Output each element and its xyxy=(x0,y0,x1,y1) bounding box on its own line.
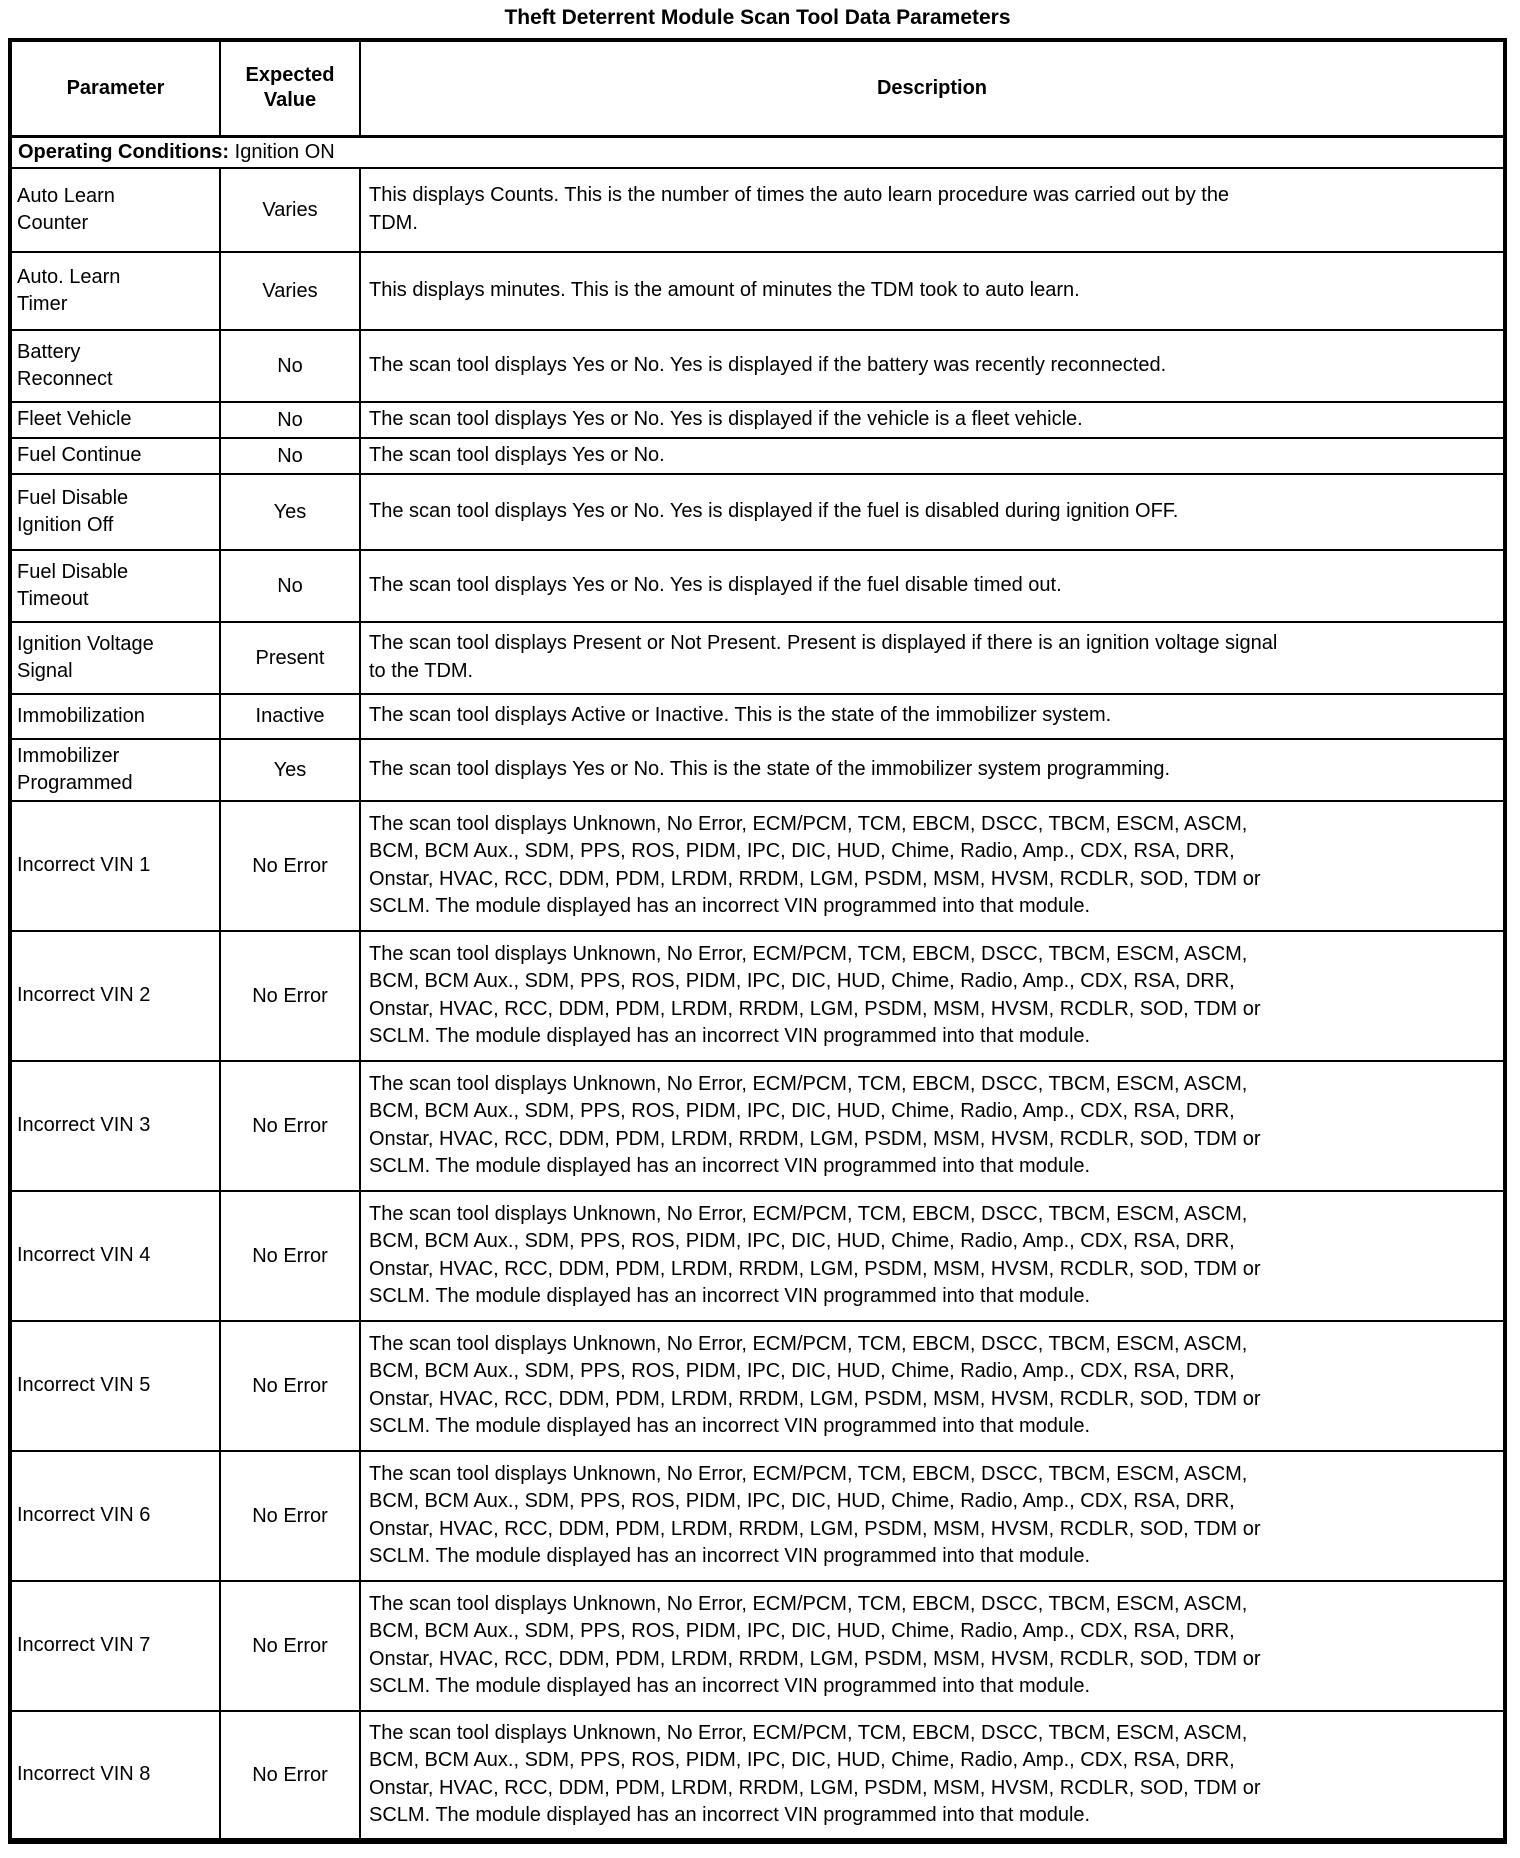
table-row: Incorrect VIN 2 No Error The scan tool dis… xyxy=(9,929,1506,1062)
table-row: Immobilization Inactive The scan tool disp… xyxy=(9,692,1506,740)
description-cell: The scan tool displays Yes or No. Yes is… xyxy=(359,328,1506,403)
description-cell: The scan tool displays Yes or No. Yes is… xyxy=(359,548,1506,623)
operating-conditions-value: Ignition ON xyxy=(229,140,335,163)
description-cell: The scan tool displays Yes or No. This i… xyxy=(359,737,1506,802)
table-row: Ignition Voltage Signal Present The scan t… xyxy=(9,620,1506,695)
expected-value-cell: No Error xyxy=(219,1319,361,1452)
page-title: Theft Deterrent Module Scan Tool Data Pa… xyxy=(504,6,1011,29)
parameter-cell: Auto Learn Counter xyxy=(9,166,221,253)
expected-value-cell: No Error xyxy=(219,929,361,1062)
operating-conditions-row: Operating Conditions: Ignition ON xyxy=(9,135,1506,169)
expected-value-cell: Inactive xyxy=(219,692,361,740)
expected-value-cell: No xyxy=(219,328,361,403)
table-row: Incorrect VIN 6 No Error The scan tool dis… xyxy=(9,1449,1506,1582)
description-cell: The scan tool displays Unknown, No Error… xyxy=(359,1319,1506,1452)
parameter-cell: Fleet Vehicle xyxy=(9,400,221,439)
expected-value-cell: No Error xyxy=(219,1449,361,1582)
table-row: Fuel Disable Timeout No The scan tool disp… xyxy=(9,548,1506,623)
parameter-cell: Incorrect VIN 1 xyxy=(9,799,221,932)
operating-conditions-label: Operating Conditions: xyxy=(18,140,230,163)
description-cell: The scan tool displays Unknown, No Error… xyxy=(359,1709,1506,1842)
table-row: Incorrect VIN 5 No Error The scan tool dis… xyxy=(9,1319,1506,1452)
parameter-cell: Incorrect VIN 8 xyxy=(9,1709,221,1842)
table-row: Incorrect VIN 8 No Error The scan tool dis… xyxy=(9,1709,1506,1842)
column-header-parameter: Parameter xyxy=(9,39,221,138)
description-cell: This displays minutes. This is the amoun… xyxy=(359,250,1506,331)
table-row: Incorrect VIN 4 No Error The scan tool dis… xyxy=(9,1189,1506,1322)
expected-value-cell: No Error xyxy=(219,1059,361,1192)
description-cell: The scan tool displays Unknown, No Error… xyxy=(359,1059,1506,1192)
expected-value-cell: Varies xyxy=(219,166,361,253)
parameter-cell: Immobilizer Programmed xyxy=(9,737,221,802)
parameter-cell: Immobilization xyxy=(9,692,221,740)
expected-value-cell: No xyxy=(219,436,361,475)
parameter-cell: Battery Reconnect xyxy=(9,328,221,403)
table-row: Fleet Vehicle No The scan tool displays Ye… xyxy=(9,400,1506,439)
expected-value-cell: Present xyxy=(219,620,361,695)
table-row: Incorrect VIN 3 No Error The scan tool dis… xyxy=(9,1059,1506,1192)
table-body: Operating Conditions: Ignition ON Auto L… xyxy=(9,135,1506,1842)
table-row: Incorrect VIN 7 No Error The scan tool dis… xyxy=(9,1579,1506,1712)
column-header-expected-value: Expected Value xyxy=(219,39,361,138)
expected-value-cell: Yes xyxy=(219,737,361,802)
parameter-cell: Incorrect VIN 2 xyxy=(9,929,221,1062)
parameter-cell: Fuel Disable Timeout xyxy=(9,548,221,623)
table-row: Auto. Learn Timer Varies This displays min… xyxy=(9,250,1506,331)
description-cell: The scan tool displays Unknown, No Error… xyxy=(359,1449,1506,1582)
description-cell: The scan tool displays Yes or No. Yes is… xyxy=(359,400,1506,439)
description-cell: The scan tool displays Yes or No. Yes is… xyxy=(359,472,1506,551)
parameter-cell: Fuel Continue xyxy=(9,436,221,475)
table-row: Fuel Disable Ignition Off Yes The scan too… xyxy=(9,472,1506,551)
parameter-cell: Incorrect VIN 7 xyxy=(9,1579,221,1712)
parameter-cell: Incorrect VIN 5 xyxy=(9,1319,221,1452)
description-cell: The scan tool displays Unknown, No Error… xyxy=(359,799,1506,932)
table-row: Immobilizer Programmed Yes The scan tool d… xyxy=(9,737,1506,802)
parameter-cell: Fuel Disable Ignition Off xyxy=(9,472,221,551)
parameter-cell: Auto. Learn Timer xyxy=(9,250,221,331)
expected-value-cell: Yes xyxy=(219,472,361,551)
table-row: Battery Reconnect No The scan tool display… xyxy=(9,328,1506,403)
parameter-cell: Incorrect VIN 6 xyxy=(9,1449,221,1582)
table-row: Fuel Continue No The scan tool displays Ye… xyxy=(9,436,1506,475)
table-row: Incorrect VIN 1 No Error The scan tool dis… xyxy=(9,799,1506,932)
description-cell: The scan tool displays Active or Inactiv… xyxy=(359,692,1506,740)
parameter-cell: Ignition Voltage Signal xyxy=(9,620,221,695)
expected-value-cell: No xyxy=(219,400,361,439)
description-cell: The scan tool displays Yes or No. xyxy=(359,436,1506,475)
header-row: Parameter Expected Value Description xyxy=(9,39,1506,138)
operating-conditions-cell: Operating Conditions: Ignition ON xyxy=(9,135,1506,169)
expected-value-cell: No Error xyxy=(219,1709,361,1842)
expected-value-cell: No Error xyxy=(219,799,361,932)
description-cell: This displays Counts. This is the number… xyxy=(359,166,1506,253)
description-cell: The scan tool displays Unknown, No Error… xyxy=(359,929,1506,1062)
parameter-cell: Incorrect VIN 3 xyxy=(9,1059,221,1192)
expected-value-cell: No Error xyxy=(219,1579,361,1712)
parameters-table: Parameter Expected Value Description Ope… xyxy=(8,38,1507,1844)
expected-value-cell: Varies xyxy=(219,250,361,331)
column-header-description: Description xyxy=(359,39,1506,138)
description-cell: The scan tool displays Unknown, No Error… xyxy=(359,1579,1506,1712)
description-cell: The scan tool displays Unknown, No Error… xyxy=(359,1189,1506,1322)
table-header: Parameter Expected Value Description xyxy=(9,39,1506,138)
table-row: Auto Learn Counter Varies This displays Co… xyxy=(9,166,1506,253)
expected-value-cell: No Error xyxy=(219,1189,361,1322)
description-cell: The scan tool displays Present or Not Pr… xyxy=(359,620,1506,695)
expected-value-cell: No xyxy=(219,548,361,623)
document-page: Theft Deterrent Module Scan Tool Data Pa… xyxy=(8,0,1507,1844)
parameter-cell: Incorrect VIN 4 xyxy=(9,1189,221,1322)
